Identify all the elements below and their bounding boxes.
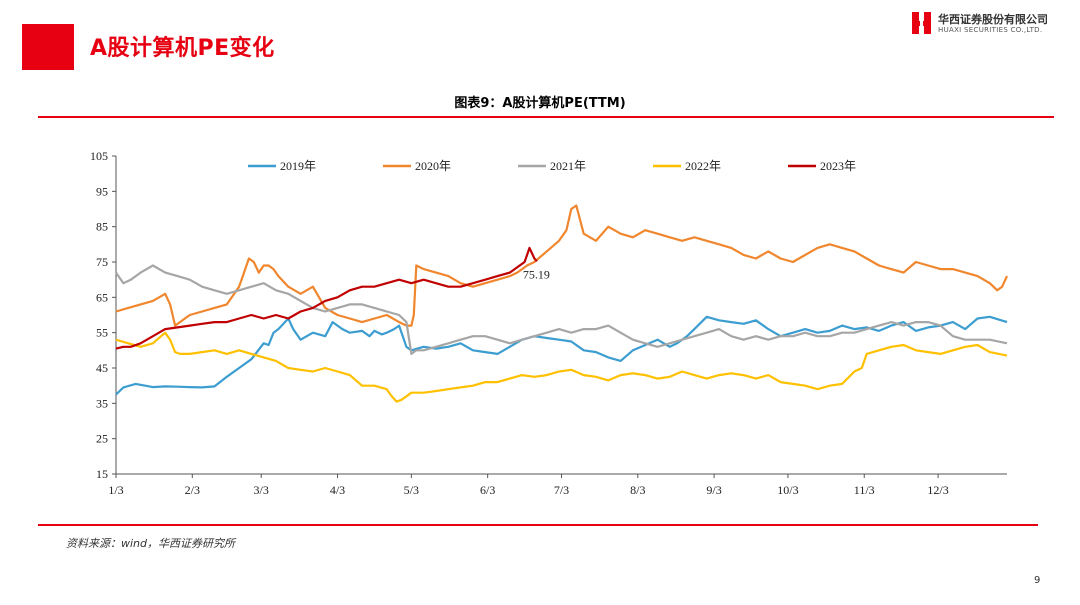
legend-label: 2022年 — [685, 159, 721, 173]
x-tick-label: 6/3 — [480, 483, 495, 497]
source-note: 资料来源：wind，华西证券研究所 — [66, 537, 236, 550]
y-tick-label: 85 — [96, 220, 108, 234]
x-tick-label: 11/3 — [854, 483, 875, 497]
y-tick-label: 45 — [96, 361, 108, 375]
series-line-1 — [115, 315, 1008, 396]
logo-company-name-cn: 华西证券股份有限公司 — [938, 13, 1048, 26]
heading-red-block — [22, 24, 74, 70]
legend-label: 2019年 — [280, 159, 316, 173]
x-tick-label: 4/3 — [330, 483, 345, 497]
y-tick-label: 105 — [90, 149, 108, 163]
y-tick-label: 75 — [96, 255, 108, 269]
page-title: A股计算机PE变化 — [90, 36, 275, 61]
series-line-2 — [115, 204, 1008, 327]
x-tick-label: 8/3 — [630, 483, 645, 497]
source-divider — [38, 524, 1038, 526]
series-line-3 — [115, 264, 1008, 355]
huaxi-logo-icon — [912, 10, 931, 36]
series-line-5 — [115, 246, 538, 350]
y-tick-label: 35 — [96, 396, 108, 410]
x-tick-label: 10/3 — [777, 483, 798, 497]
company-logo: 华西证券股份有限公司 HUAXI SECURITIES CO.,LTD. — [912, 10, 1072, 38]
x-tick-label: 3/3 — [254, 483, 269, 497]
page-number: 9 — [1034, 575, 1041, 586]
y-tick-label: 55 — [96, 326, 108, 340]
x-tick-label: 2/3 — [185, 483, 200, 497]
x-tick-label: 12/3 — [927, 483, 948, 497]
x-tick-label: 9/3 — [706, 483, 721, 497]
annotation-label: 75.19 — [523, 267, 550, 281]
x-tick-label: 7/3 — [554, 483, 569, 497]
legend-label: 2021年 — [550, 159, 586, 173]
logo-company-name-en: HUAXI SECURITIES CO.,LTD. — [938, 26, 1043, 34]
y-tick-label: 95 — [96, 184, 108, 198]
title-divider — [38, 116, 1054, 118]
chart-title: 图表9：A股计算机PE(TTM) — [454, 96, 626, 111]
y-tick-label: 25 — [96, 432, 108, 446]
y-tick-label: 15 — [96, 467, 108, 481]
series-line-4 — [115, 331, 1008, 403]
x-tick-label: 5/3 — [404, 483, 419, 497]
legend-label: 2023年 — [820, 159, 856, 173]
y-tick-label: 65 — [96, 290, 108, 304]
x-tick-label: 1/3 — [108, 483, 123, 497]
legend-label: 2020年 — [415, 159, 451, 173]
